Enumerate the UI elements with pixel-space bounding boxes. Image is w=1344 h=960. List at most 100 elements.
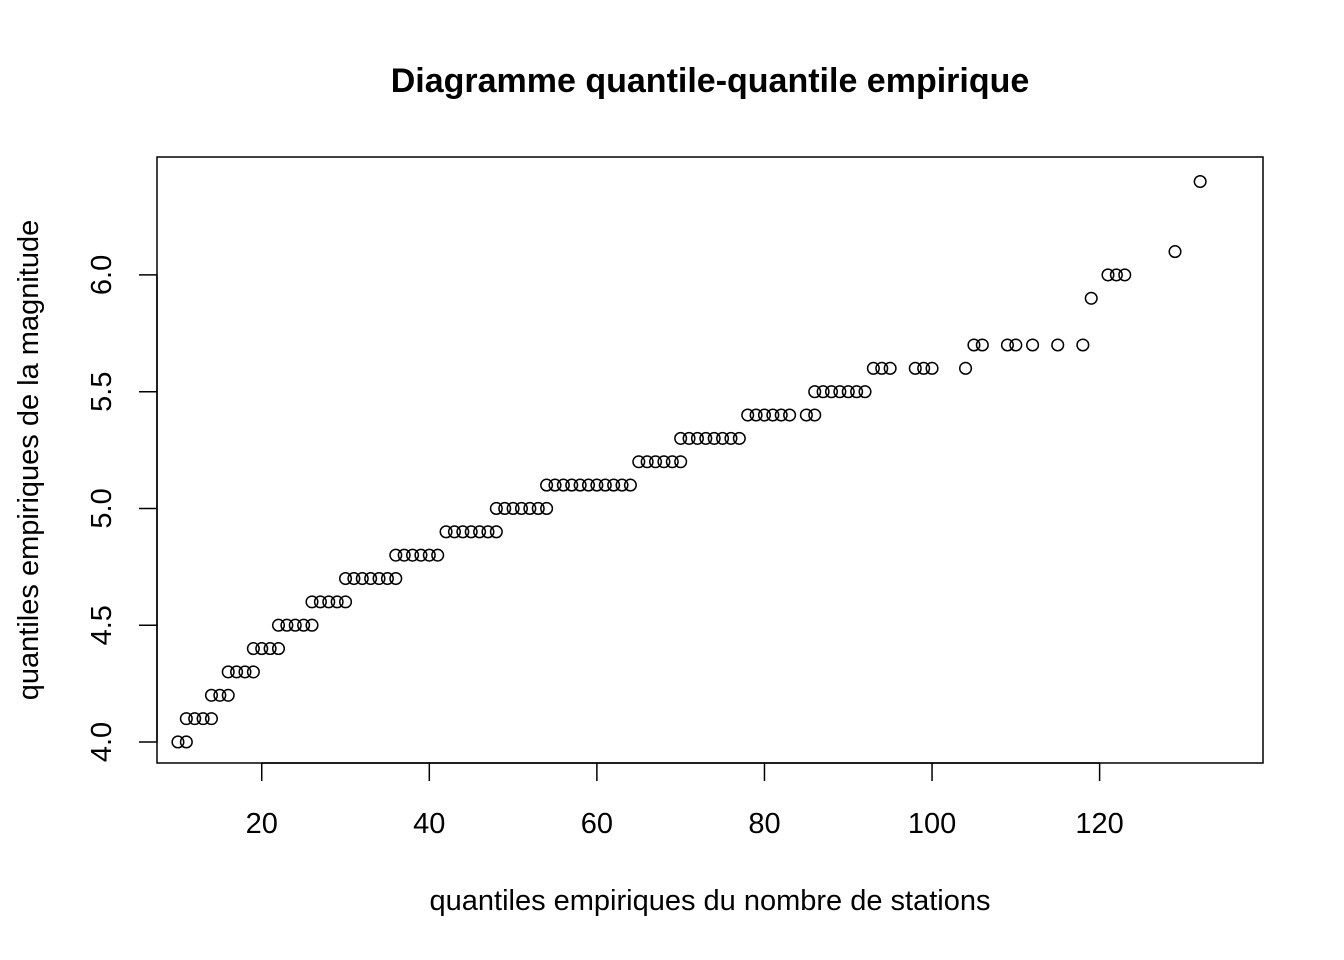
data-point (774, 408, 788, 422)
data-point (598, 478, 612, 492)
data-point (305, 618, 319, 632)
data-point (313, 595, 327, 609)
data-point (975, 338, 989, 352)
data-point (380, 571, 394, 586)
data-point (699, 431, 713, 445)
data-point (213, 688, 227, 702)
data-point (338, 571, 353, 586)
data-point (322, 595, 336, 609)
data-point (640, 455, 654, 469)
data-point (1084, 291, 1098, 305)
data-point (674, 455, 688, 469)
data-point (1051, 338, 1065, 352)
data-point (716, 431, 730, 445)
data-point (1009, 338, 1023, 352)
x-axis: 20 40 60 80 100 120 (246, 762, 1124, 840)
data-point (221, 688, 235, 702)
data-point (347, 571, 361, 586)
data-point (749, 408, 763, 422)
x-tick-label: 100 (908, 808, 956, 840)
data-point (414, 548, 428, 562)
y-axis-label: quantiles empiriques de la magnitude (13, 220, 45, 700)
data-point (565, 478, 579, 492)
data-point (389, 548, 403, 562)
data-point (917, 361, 931, 375)
data-point (1026, 338, 1040, 352)
data-point (263, 642, 277, 656)
data-point (967, 338, 981, 352)
data-point (196, 712, 210, 726)
data-point (875, 361, 889, 375)
data-point (1193, 174, 1207, 189)
data-point (607, 478, 621, 492)
data-point (188, 712, 202, 726)
data-point (833, 385, 847, 399)
data-point (808, 385, 822, 399)
data-point (556, 478, 570, 492)
y-tick-label: 6.0 (86, 255, 118, 295)
y-axis: 4.0 4.5 5.0 5.5 6.0 (86, 255, 158, 762)
data-point (883, 361, 897, 375)
data-point (707, 431, 721, 445)
data-point (1000, 338, 1014, 352)
data-point (481, 525, 495, 539)
data-point (498, 501, 512, 516)
data-point (866, 361, 880, 375)
data-point (581, 478, 596, 492)
data-point (548, 478, 562, 492)
x-axis-label: quantiles empiriques du nombre de statio… (430, 885, 991, 917)
data-point (858, 385, 872, 399)
data-point (1109, 268, 1123, 282)
data-point (246, 642, 260, 656)
data-point (1076, 338, 1090, 352)
y-tick-label: 4.5 (86, 605, 118, 645)
chart-title: Diagramme quantile-quantile empirique (391, 62, 1030, 100)
data-point (757, 408, 772, 422)
data-point (179, 735, 193, 749)
data-point (473, 525, 487, 539)
data-point (657, 455, 671, 469)
data-point (665, 455, 679, 469)
data-point (808, 408, 822, 422)
data-point (724, 431, 738, 445)
data-point (372, 571, 386, 586)
data-point (690, 431, 704, 445)
x-tick-label: 60 (581, 808, 613, 840)
data-point (464, 525, 478, 539)
data-point (204, 688, 219, 702)
data-point (799, 408, 813, 422)
data-point (573, 478, 587, 492)
data-point (447, 525, 461, 539)
data-point (389, 571, 403, 586)
data-point (531, 501, 545, 516)
data-point (406, 548, 420, 562)
data-point (925, 361, 939, 375)
data-point (783, 408, 797, 422)
data-point (1101, 268, 1115, 282)
data-point (246, 665, 260, 679)
data-point (506, 501, 520, 516)
data-point (255, 642, 269, 656)
data-point (632, 455, 646, 469)
data-point (648, 455, 663, 469)
data-point (816, 385, 830, 399)
x-tick-label: 120 (1075, 808, 1123, 840)
data-point (238, 665, 252, 679)
x-tick-label: 80 (748, 808, 780, 840)
data-point (514, 501, 529, 516)
data-point (397, 548, 411, 562)
data-point (230, 665, 244, 679)
data-point (330, 595, 344, 609)
data-point (741, 408, 755, 422)
data-point (615, 478, 629, 492)
data-point (204, 712, 219, 726)
data-point (766, 408, 780, 422)
data-point (489, 501, 503, 516)
data-point (280, 618, 294, 632)
data-point (288, 618, 302, 632)
y-tick-label: 5.5 (86, 372, 118, 412)
data-points (171, 174, 1207, 749)
data-point (824, 385, 839, 399)
data-point (271, 642, 286, 656)
